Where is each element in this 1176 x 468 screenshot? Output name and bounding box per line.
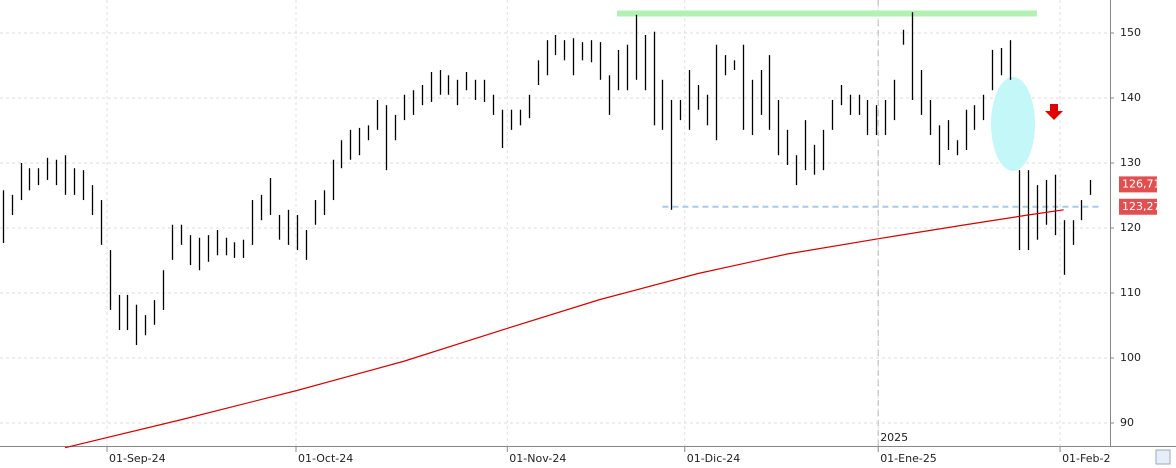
- y-tick-label: 150: [1120, 26, 1141, 39]
- moving-average: [64, 209, 1064, 449]
- y-tick-label: 100: [1120, 351, 1141, 364]
- price-tag: [1119, 176, 1157, 193]
- x-tick-label: 01-Sep-24: [109, 452, 166, 465]
- price-tag-label: 126,71: [1122, 177, 1161, 190]
- x-tick-label: 01-Oct-24: [298, 452, 353, 465]
- y-tick-label: 140: [1120, 91, 1141, 104]
- y-tick-label: 120: [1120, 221, 1141, 234]
- highlight-ellipse: [991, 77, 1035, 171]
- x-tick-label: 01-Ene-25: [880, 452, 937, 465]
- x-tick-label: 01-Nov-24: [509, 452, 566, 465]
- y-tick-label: 130: [1120, 156, 1141, 169]
- y-tick-label: 90: [1120, 416, 1134, 429]
- price-tag: [1119, 198, 1157, 215]
- x-tick-label: 01-Feb-2: [1062, 452, 1110, 465]
- y-tick-label: 110: [1120, 286, 1141, 299]
- scroll-button[interactable]: [1155, 449, 1171, 465]
- down-arrow: [1045, 104, 1063, 120]
- price-tag-label: 123,27: [1122, 200, 1161, 213]
- x-tick-label: 01-Dic-24: [687, 452, 741, 465]
- year-label: 2025: [880, 431, 908, 444]
